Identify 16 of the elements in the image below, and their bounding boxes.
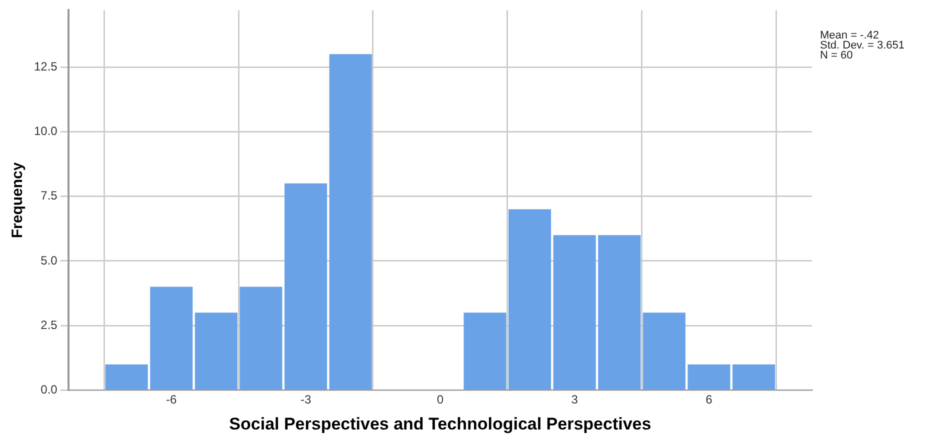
x-tick-label: 3	[571, 392, 578, 407]
y-tick-label: 10.0	[34, 124, 58, 138]
y-tick-label: 5.0	[40, 253, 58, 268]
x-tick-label: 6	[706, 392, 713, 407]
text: Std. Dev. = 3.651	[820, 40, 904, 52]
y-tick-label: 7.5	[40, 188, 58, 203]
y-tick-label: 0.0	[40, 382, 58, 397]
x-tick-label: 0	[436, 392, 444, 407]
text: Mean = -.42	[820, 30, 880, 42]
x-axis-title: Social Perspectives and Technological Perspectives	[229, 414, 652, 434]
text: N = 60	[820, 50, 853, 62]
x-tick-label: -6	[166, 392, 178, 407]
y-tick-label: 12.5	[34, 59, 58, 74]
y-tick-label: 2.5	[40, 318, 58, 332]
y-axis-title: Frequency	[9, 162, 26, 238]
x-tick-label: -3	[300, 392, 312, 407]
